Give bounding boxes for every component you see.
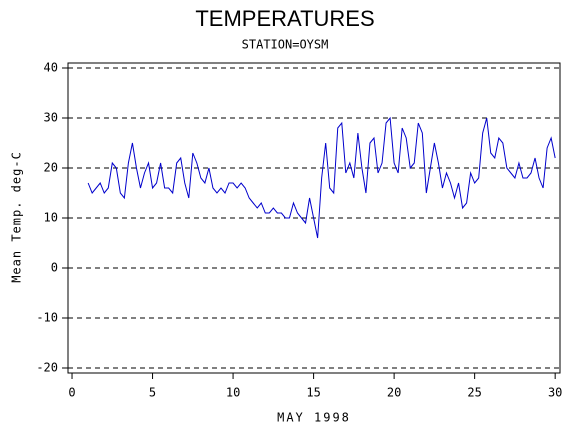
chart-title: TEMPERATURES	[195, 6, 374, 31]
x-tick-label: 30	[548, 386, 562, 400]
x-tick-label: 25	[467, 386, 481, 400]
x-axis-label: MAY 1998	[277, 411, 351, 425]
y-tick-label: 20	[44, 161, 58, 175]
chart-subtitle: STATION=OYSM	[242, 38, 329, 52]
x-tick-label: 20	[387, 386, 401, 400]
x-tick-label: 0	[68, 386, 75, 400]
y-tick-label: 40	[44, 61, 58, 75]
data-line	[87, 116, 556, 239]
y-tick-label: -10	[36, 311, 58, 325]
y-tick-label: 30	[44, 111, 58, 125]
y-axis-label: Mean Temp. deg-C	[10, 151, 24, 283]
y-tick-label: 10	[44, 211, 58, 225]
x-tick-label: 15	[306, 386, 320, 400]
y-tick-label: -20	[36, 361, 58, 375]
y-tick-label: 0	[51, 261, 58, 275]
x-tick-label: 10	[226, 386, 240, 400]
x-tick-label: 5	[149, 386, 156, 400]
